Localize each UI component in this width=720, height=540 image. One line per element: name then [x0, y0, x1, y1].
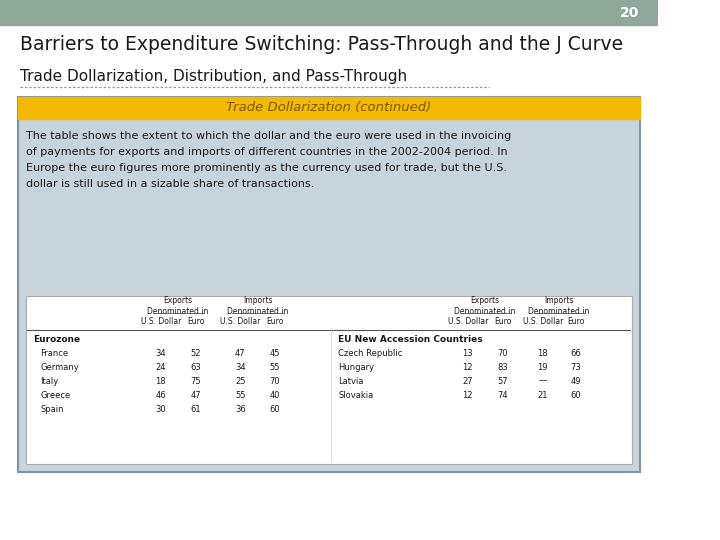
Text: 30: 30 [156, 404, 166, 414]
Text: 34: 34 [235, 362, 246, 372]
Text: Germany: Germany [40, 362, 79, 372]
Text: dollar is still used in a sizable share of transactions.: dollar is still used in a sizable share … [26, 179, 314, 189]
Text: 57: 57 [498, 376, 508, 386]
Text: 47: 47 [190, 390, 201, 400]
Text: 63: 63 [190, 362, 201, 372]
Text: U.S. Dollar: U.S. Dollar [220, 318, 261, 327]
Text: U.S. Dollar: U.S. Dollar [140, 318, 181, 327]
Text: Spain: Spain [40, 404, 63, 414]
Text: 60: 60 [270, 404, 280, 414]
Text: of payments for exports and imports of different countries in the 2002-2004 peri: of payments for exports and imports of d… [26, 147, 507, 157]
Text: Trade Dollarization (continued): Trade Dollarization (continued) [226, 102, 431, 114]
Text: 61: 61 [190, 404, 201, 414]
Text: Euro: Euro [567, 318, 585, 327]
Text: 27: 27 [462, 376, 473, 386]
Text: The table shows the extent to which the dollar and the euro were used in the inv: The table shows the extent to which the … [26, 131, 510, 141]
Text: 74: 74 [498, 390, 508, 400]
Text: Italy: Italy [40, 376, 58, 386]
Text: 52: 52 [190, 348, 201, 357]
Text: Eurozone: Eurozone [33, 334, 80, 343]
Text: Exports
Denominated in: Exports Denominated in [148, 296, 209, 316]
Bar [26, 296, 632, 464]
Text: 25: 25 [235, 376, 246, 386]
Text: 19: 19 [537, 362, 548, 372]
Text: 55: 55 [235, 390, 246, 400]
Text: —: — [539, 376, 547, 386]
Text: 21: 21 [537, 390, 548, 400]
Text: Euro: Euro [186, 318, 204, 327]
Text: 34: 34 [156, 348, 166, 357]
Text: Exports
Denominated in: Exports Denominated in [454, 296, 516, 316]
Text: Latvia: Latvia [338, 376, 364, 386]
Text: 60: 60 [570, 390, 581, 400]
Bar [18, 97, 639, 119]
Text: Czech Republic: Czech Republic [338, 348, 402, 357]
Text: 83: 83 [497, 362, 508, 372]
Text: 12: 12 [462, 362, 473, 372]
Text: 36: 36 [235, 404, 246, 414]
Text: Trade Dollarization, Distribution, and Pass-Through: Trade Dollarization, Distribution, and P… [20, 70, 408, 84]
Text: 45: 45 [270, 348, 280, 357]
Text: Barriers to Expenditure Switching: Pass-Through and the J Curve: Barriers to Expenditure Switching: Pass-… [20, 35, 624, 53]
Text: 55: 55 [270, 362, 280, 372]
Text: U.S. Dollar: U.S. Dollar [523, 318, 563, 327]
Text: 49: 49 [570, 376, 581, 386]
Text: Imports
Denominated in: Imports Denominated in [227, 296, 288, 316]
Text: Slovakia: Slovakia [338, 390, 373, 400]
Text: France: France [40, 348, 68, 357]
Text: 73: 73 [570, 362, 581, 372]
Text: 20: 20 [620, 6, 639, 20]
Text: 70: 70 [270, 376, 280, 386]
Text: 66: 66 [570, 348, 581, 357]
Text: 18: 18 [156, 376, 166, 386]
Text: 46: 46 [156, 390, 166, 400]
Text: 24: 24 [156, 362, 166, 372]
Text: 75: 75 [190, 376, 201, 386]
Text: 40: 40 [270, 390, 280, 400]
Text: Euro: Euro [266, 318, 284, 327]
Text: Europe the euro figures more prominently as the currency used for trade, but the: Europe the euro figures more prominently… [26, 163, 507, 173]
Bar [0, 0, 658, 25]
Bar [18, 97, 639, 472]
Text: U.S. Dollar: U.S. Dollar [448, 318, 488, 327]
Text: EU New Accession Countries: EU New Accession Countries [338, 334, 482, 343]
Text: 13: 13 [462, 348, 473, 357]
Text: Euro: Euro [494, 318, 511, 327]
Text: Imports
Denominated in: Imports Denominated in [528, 296, 590, 316]
Text: 47: 47 [235, 348, 246, 357]
Text: 18: 18 [537, 348, 548, 357]
Text: Greece: Greece [40, 390, 71, 400]
Text: 12: 12 [462, 390, 473, 400]
Text: Hungary: Hungary [338, 362, 374, 372]
Text: 70: 70 [498, 348, 508, 357]
